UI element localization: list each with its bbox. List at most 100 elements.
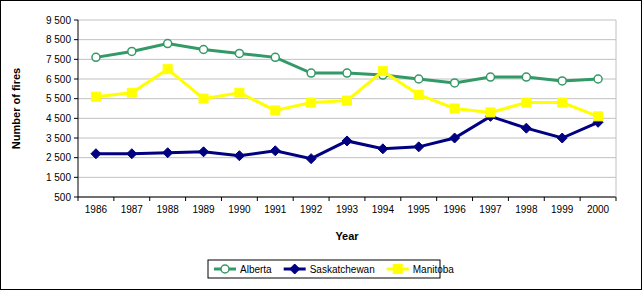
legend-label: Manitoba — [413, 264, 455, 275]
legend-marker — [221, 265, 229, 273]
x-tick — [257, 197, 258, 201]
data-point — [522, 73, 530, 81]
data-point — [594, 75, 602, 83]
y-tick — [74, 59, 78, 60]
x-tick — [221, 197, 222, 201]
grid-line — [78, 177, 616, 178]
grid-line — [78, 197, 616, 198]
plot-frame — [616, 20, 617, 197]
data-point — [557, 133, 567, 143]
data-point — [235, 88, 244, 97]
data-point — [558, 98, 567, 107]
data-point — [307, 98, 316, 107]
data-point — [450, 104, 459, 113]
x-tick — [436, 197, 437, 201]
data-point — [127, 88, 136, 97]
y-tick-label: 6 500 — [46, 74, 71, 85]
data-point — [163, 65, 172, 74]
x-tick-label: 1995 — [408, 204, 431, 215]
data-point — [414, 90, 423, 99]
legend-marker — [393, 265, 402, 274]
grid-line — [78, 157, 616, 158]
legend: AlbertaSaskatchewanManitoba — [208, 260, 454, 278]
data-point — [378, 144, 388, 154]
x-tick — [113, 197, 114, 201]
y-tick — [74, 197, 78, 198]
x-tick-label: 1992 — [300, 204, 323, 215]
data-point — [128, 47, 136, 55]
x-tick-label: 1988 — [157, 204, 180, 215]
y-tick — [74, 157, 78, 158]
x-axis-label: Year — [335, 230, 359, 242]
legend-marker — [290, 264, 300, 274]
x-tick-label: 1999 — [551, 204, 574, 215]
grid-line — [78, 39, 616, 40]
data-point — [163, 148, 173, 158]
data-point — [378, 67, 387, 76]
data-point — [414, 142, 424, 152]
x-tick-label: 1997 — [479, 204, 502, 215]
data-point — [92, 53, 100, 61]
y-tick-label: 3 500 — [46, 133, 71, 144]
y-tick — [74, 138, 78, 139]
grid-line — [78, 59, 616, 60]
data-point — [270, 146, 280, 156]
series-line — [96, 69, 598, 116]
x-tick — [149, 197, 150, 201]
y-tick-label: 500 — [54, 192, 71, 203]
grid-line — [78, 20, 616, 21]
data-point — [415, 75, 423, 83]
legend-box — [208, 260, 440, 278]
x-tick — [293, 197, 294, 201]
x-tick-label: 1993 — [336, 204, 359, 215]
data-point — [307, 69, 315, 77]
x-tick-label: 1986 — [85, 204, 108, 215]
x-tick — [185, 197, 186, 201]
data-point — [486, 108, 495, 117]
legend-label: Saskatchewan — [310, 264, 375, 275]
data-point — [199, 94, 208, 103]
x-tick — [400, 197, 401, 201]
data-point — [91, 149, 101, 159]
x-tick-label: 1994 — [372, 204, 395, 215]
y-tick-label: 2 500 — [46, 152, 71, 163]
data-point — [486, 73, 494, 81]
chart-border — [1, 1, 642, 290]
y-tick-label: 9 500 — [46, 15, 71, 26]
data-point — [200, 46, 208, 54]
grid-line — [78, 118, 616, 119]
data-point — [450, 133, 460, 143]
data-point — [522, 98, 531, 107]
data-point — [234, 151, 244, 161]
x-tick-label: 1991 — [264, 204, 287, 215]
data-point — [271, 106, 280, 115]
data-point — [271, 53, 279, 61]
x-tick-label: 1990 — [228, 204, 251, 215]
data-point — [521, 123, 531, 133]
y-tick-label: 4 500 — [46, 113, 71, 124]
data-point — [91, 92, 100, 101]
x-tick — [472, 197, 473, 201]
x-tick — [364, 197, 365, 201]
data-point — [343, 96, 352, 105]
chart: 5001 5002 5003 5004 5005 5006 5007 5008 … — [0, 0, 642, 290]
y-tick — [74, 118, 78, 119]
y-axis — [78, 20, 79, 197]
y-tick-label: 8 500 — [46, 34, 71, 45]
data-point — [451, 79, 459, 87]
x-tick-label: 1987 — [121, 204, 144, 215]
data-point — [127, 149, 137, 159]
data-point — [343, 69, 351, 77]
plot-area — [78, 20, 616, 197]
data-point — [306, 154, 316, 164]
data-point — [342, 136, 352, 146]
y-tick-label: 7 500 — [46, 54, 71, 65]
x-tick-label: 1996 — [443, 204, 466, 215]
series-line — [96, 44, 598, 83]
x-tick-label: 1998 — [515, 204, 538, 215]
y-axis-label: Number of fires — [10, 68, 22, 149]
data-point — [199, 147, 209, 157]
data-point — [164, 40, 172, 48]
y-tick — [74, 39, 78, 40]
data-point — [235, 49, 243, 57]
